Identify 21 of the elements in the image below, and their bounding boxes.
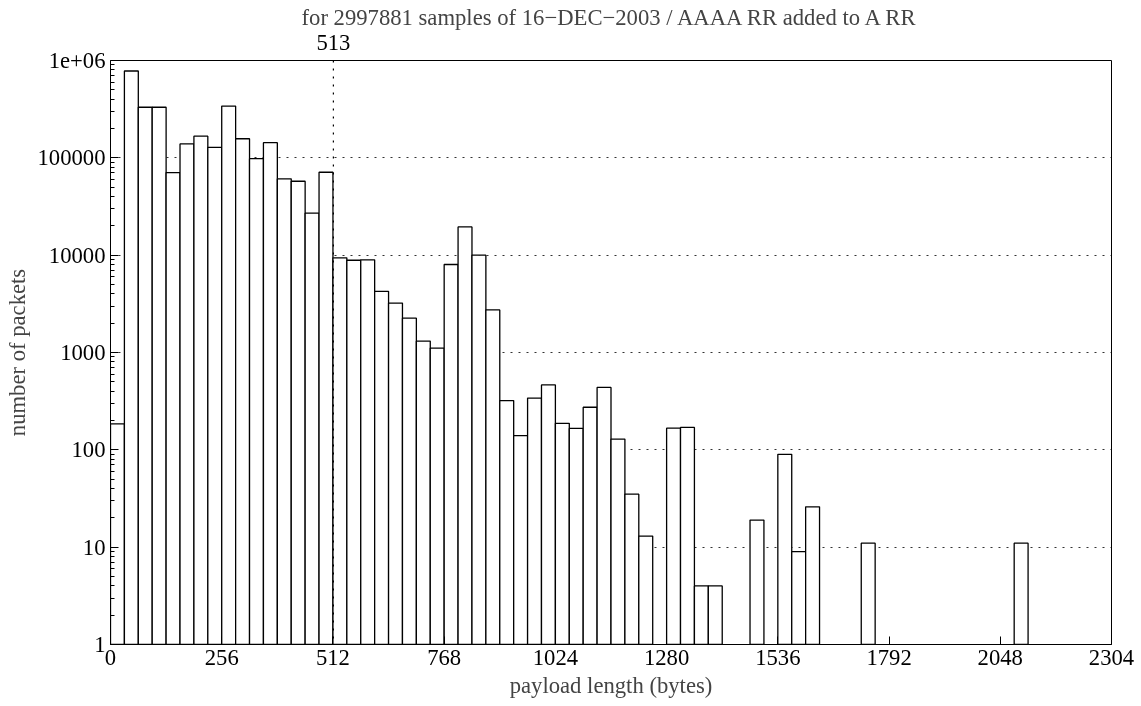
x-tick-label: 512: [315, 644, 350, 670]
y-tick-label: 10000: [48, 242, 106, 268]
x-tick-label: 2304: [1088, 644, 1135, 670]
y-tick-label: 1e+06: [48, 48, 106, 73]
ref-line-label: 513: [316, 29, 351, 55]
y-tick-label: 1000: [60, 340, 106, 365]
y-axis-title: number of packets: [4, 268, 30, 437]
y-tick-label: 1: [94, 632, 106, 657]
x-tick-label: 1792: [866, 644, 912, 670]
x-tick-label: 0: [104, 644, 117, 670]
x-axis-title: payload length (bytes): [509, 672, 713, 698]
y-tick-label: 100: [71, 437, 106, 463]
y-tick-label: 10: [82, 534, 106, 560]
x-tick-label: 1024: [532, 644, 579, 670]
x-tick-label: 256: [204, 644, 239, 670]
x-tick-label: 1280: [643, 644, 690, 670]
x-tick-label: 2048: [977, 644, 1023, 670]
x-tick-label: 768: [427, 644, 462, 670]
y-tick-label: 100000: [37, 145, 106, 171]
x-tick-label: 1536: [755, 644, 801, 670]
chart-title: for 2997881 samples of 16−DEC−2003 / AAAA RR added to A RR: [301, 4, 917, 30]
